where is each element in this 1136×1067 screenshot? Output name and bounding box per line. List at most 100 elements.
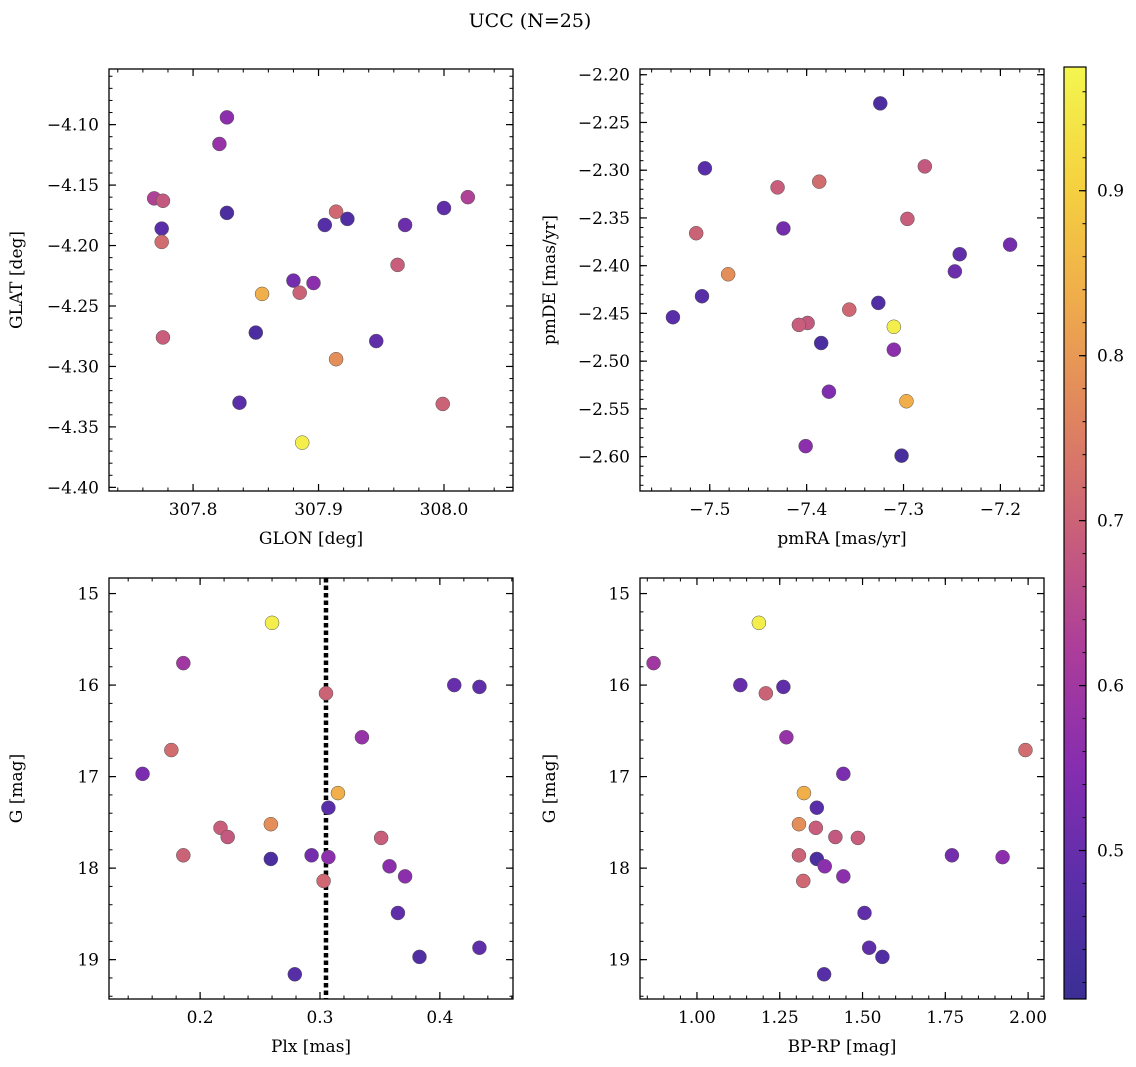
scatter-point-glon-glat <box>292 285 307 300</box>
scatter-point-bprp-g <box>995 849 1010 865</box>
y-tick-label: −4.40 <box>47 478 99 498</box>
scatter-point-bprp-g <box>809 800 825 815</box>
scatter-point-plx-g <box>176 848 191 863</box>
scatter-point-pmra-pmde <box>688 225 704 241</box>
scatter-point-bprp-g <box>816 967 832 982</box>
y-tick-label: −2.55 <box>578 400 630 420</box>
y-tick-label: −4.10 <box>47 116 99 136</box>
scatter-point-glon-glat <box>306 275 321 291</box>
panel-glon-glat: 307.8 307.9 308.0 −4.10 −4.15 −4.20 −4.25 −4.30… <box>7 68 514 549</box>
scatter-point-pmra-pmde <box>899 394 914 409</box>
y-tick-label: 19 <box>608 951 630 971</box>
x-tick-label: −7.2 <box>980 500 1021 520</box>
scatter-point-glon-glat <box>248 325 264 340</box>
colorbar-tick-label: 0.6 <box>1097 677 1124 697</box>
scatter-point-bprp-g <box>796 785 812 801</box>
scatter-point-pmra-pmde <box>821 384 837 399</box>
scatter-point-plx-g <box>354 729 370 745</box>
x-axis-label: BP-RP [mag] <box>788 1037 897 1057</box>
y-axis-label: pmDE [mas/yr] <box>540 215 560 345</box>
scatter-point-bprp-g <box>796 873 811 889</box>
x-tick-label: 1.50 <box>844 1008 882 1028</box>
scatter-point-pmra-pmde <box>776 221 791 236</box>
scatter-point-glon-glat <box>254 286 270 302</box>
scatter-point-glon-glat <box>286 273 301 288</box>
scatter-point-glon-glat <box>328 204 344 219</box>
colorbar-tick-label: 0.8 <box>1097 347 1124 367</box>
scatter-point-glon-glat <box>397 217 413 233</box>
scatter-point-plx-g <box>321 849 336 865</box>
y-tick-label: −2.20 <box>578 66 630 86</box>
scatter-point-bprp-g <box>1018 742 1033 758</box>
scatter-point-glon-glat <box>294 435 310 450</box>
scatter-point-bprp-g <box>791 848 807 863</box>
scatter-point-plx-g <box>264 615 280 631</box>
scatter-point-pmra-pmde <box>813 335 829 351</box>
scatter-point-plx-g <box>330 785 346 801</box>
scatter-point-plx-g <box>164 742 179 758</box>
x-tick-label: 307.8 <box>169 500 218 520</box>
scatter-point-plx-g <box>318 686 334 701</box>
scatter-point-bprp-g <box>791 816 807 832</box>
y-tick-label: −2.50 <box>578 352 630 372</box>
scatter-point-glon-glat <box>340 211 355 227</box>
scatter-point-pmra-pmde <box>665 309 681 325</box>
y-tick-label: −2.30 <box>578 161 630 181</box>
x-tick-label: 0.2 <box>187 1008 214 1028</box>
scatter-point-bprp-g <box>836 766 851 782</box>
y-tick-label: 19 <box>77 951 99 971</box>
scatter-point-glon-glat <box>154 221 169 236</box>
scatter-point-bprp-g <box>850 830 866 846</box>
y-tick-label: −4.30 <box>47 357 99 377</box>
scatter-point-pmra-pmde <box>791 317 807 333</box>
scatter-point-plx-g <box>390 905 406 921</box>
scatter-point-glon-glat <box>436 200 452 216</box>
scatter-point-pmra-pmde <box>842 302 857 317</box>
y-tick-label: −2.25 <box>578 113 630 133</box>
scatter-point-plx-g <box>382 859 397 874</box>
scatter-point-bprp-g <box>758 686 774 701</box>
scatter-point-glon-glat <box>212 136 227 152</box>
scatter-point-glon-glat <box>219 110 235 125</box>
scatter-point-glon-glat <box>460 189 476 205</box>
y-axis-label: G [mag] <box>7 754 27 823</box>
scatter-point-pmra-pmde <box>811 174 827 189</box>
scatter-point-plx-g <box>472 940 487 955</box>
colorbar-tick-label: 0.9 <box>1097 182 1124 202</box>
scatter-point-bprp-g <box>646 655 661 671</box>
x-tick-label: −7.3 <box>883 500 924 520</box>
scatter-point-glon-glat <box>435 396 450 412</box>
scatter-point-pmra-pmde <box>798 438 813 454</box>
scatter-point-pmra-pmde <box>947 264 963 279</box>
scatter-point-glon-glat <box>155 193 171 209</box>
axes-frame <box>639 577 1045 1000</box>
y-tick-label: 18 <box>608 859 630 879</box>
x-tick-label: 308.0 <box>420 500 469 520</box>
y-tick-label: 17 <box>608 768 630 788</box>
y-tick-label: −4.25 <box>47 297 99 317</box>
scatter-point-bprp-g <box>875 949 890 965</box>
scatter-point-bprp-g <box>861 940 877 955</box>
y-tick-label: 15 <box>77 585 99 605</box>
scatter-point-bprp-g <box>776 679 791 695</box>
panel-plx-g: 0.2 0.3 0.4 15 16 17 18 19 Plx [mas] G [mag] <box>7 577 514 1057</box>
x-tick-label: 1.75 <box>926 1008 964 1028</box>
scatter-point-plx-g <box>220 829 235 845</box>
scatter-point-glon-glat <box>317 217 333 233</box>
y-axis-label: GLAT [deg] <box>7 231 27 329</box>
scatter-point-bprp-g <box>733 677 748 693</box>
scatter-point-glon-glat <box>328 351 344 367</box>
panel-pmra-pmde: −7.5 −7.4 −7.3 −7.2 −2.20 −2.25 −2.30 −2.35 −2.4… <box>540 66 1045 549</box>
scatter-point-plx-g <box>472 679 487 695</box>
scatter-point-plx-g <box>316 873 331 889</box>
scatter-point-glon-glat <box>232 395 247 410</box>
scatter-point-glon-glat <box>154 234 169 250</box>
axes-frame <box>108 68 514 492</box>
x-tick-label: 2.00 <box>1009 1008 1047 1028</box>
x-axis-label: pmRA [mas/yr] <box>777 529 906 549</box>
colorbar-tick-label: 0.7 <box>1097 512 1124 532</box>
y-tick-label: −2.60 <box>578 448 630 468</box>
scatter-point-pmra-pmde <box>917 159 933 174</box>
y-tick-label: −4.15 <box>47 176 99 196</box>
